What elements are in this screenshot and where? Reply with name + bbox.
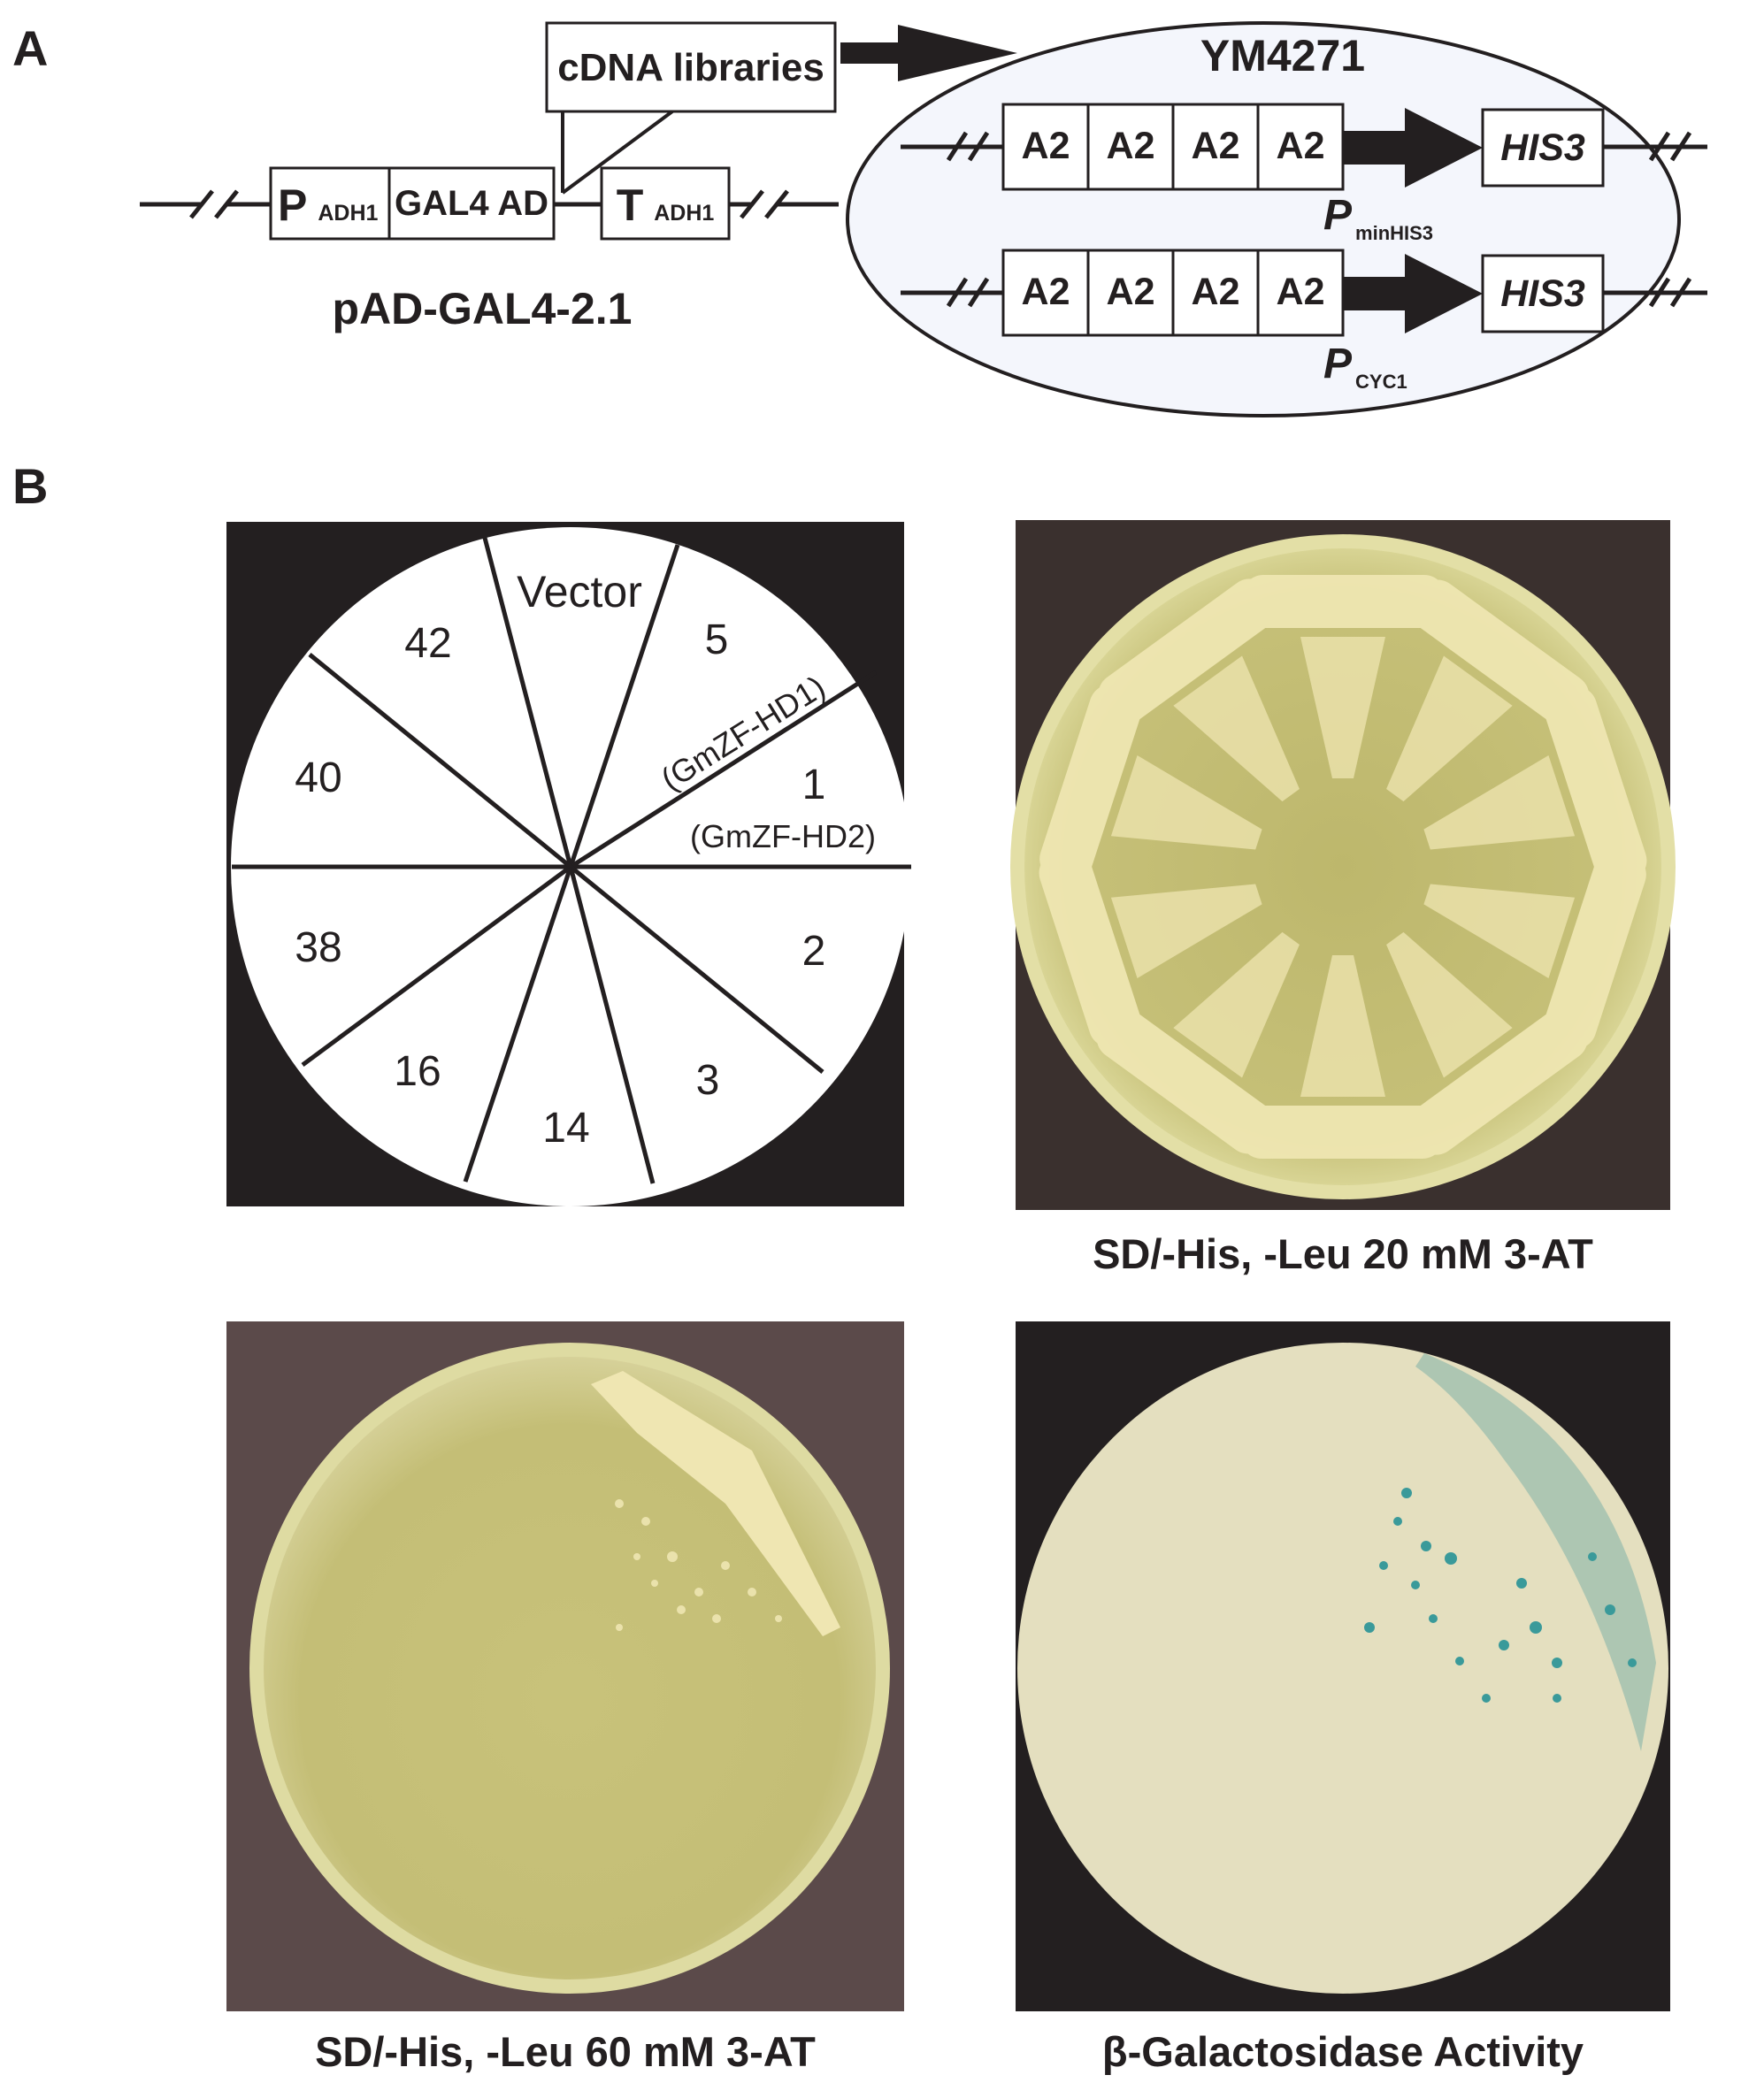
panel-label-a: A bbox=[12, 20, 49, 76]
sector-1: 1 bbox=[801, 762, 826, 808]
reporter-row-1 bbox=[901, 103, 1707, 191]
t-sub: ADH1 bbox=[654, 201, 715, 226]
transfer-arrow bbox=[840, 25, 1017, 81]
promoter-2-sub: CYC1 bbox=[1355, 371, 1407, 393]
a2-element: A2 bbox=[1106, 125, 1155, 167]
reporter-row-2 bbox=[901, 249, 1707, 337]
promoter-arrow-1 bbox=[1343, 108, 1483, 188]
a2-element: A2 bbox=[1276, 271, 1325, 313]
plasmid-boxes bbox=[269, 21, 837, 241]
plasmid-name: pAD-GAL4-2.1 bbox=[332, 284, 633, 333]
gal4-ad-box bbox=[387, 166, 556, 241]
a2-element: A2 bbox=[1106, 271, 1155, 313]
yeast-cell bbox=[846, 21, 1681, 417]
his3-reporter: HIS3 bbox=[1500, 272, 1585, 315]
p-main: P bbox=[278, 180, 308, 230]
sector-40: 40 bbox=[295, 754, 342, 801]
sector-16: 16 bbox=[394, 1048, 441, 1095]
sector-5: 5 bbox=[704, 616, 729, 663]
t-main: T bbox=[616, 180, 644, 230]
sector-gmzf-hd2: (GmZF-HD2) bbox=[690, 818, 876, 854]
insertion-wedge bbox=[561, 110, 674, 195]
p-adh1-label: P ADH1 bbox=[271, 180, 389, 231]
a2-element: A2 bbox=[1191, 125, 1240, 167]
promoter-arrow-2 bbox=[1343, 254, 1483, 333]
sector-vector: Vector bbox=[517, 567, 642, 616]
construct-diagram bbox=[140, 21, 1707, 417]
promoter-2-main: P bbox=[1323, 341, 1353, 387]
sector-3: 3 bbox=[695, 1057, 720, 1104]
a2-element: A2 bbox=[1191, 271, 1240, 313]
caption-20mm: SD/-His, -Leu 20 mM 3-AT bbox=[1093, 1230, 1593, 1277]
cdna-libraries-label: cDNA libraries bbox=[557, 46, 824, 89]
a2-element: A2 bbox=[1021, 271, 1070, 313]
promoter-1-sub: minHIS3 bbox=[1355, 222, 1434, 244]
sector-14: 14 bbox=[542, 1105, 590, 1152]
p-sub: ADH1 bbox=[318, 201, 379, 226]
his3-reporter: HIS3 bbox=[1500, 126, 1585, 169]
sector-dividers bbox=[232, 537, 911, 1184]
gal4-ad-label: GAL4 AD bbox=[394, 184, 549, 223]
sector-38: 38 bbox=[295, 924, 342, 971]
promoter-1-main: P bbox=[1323, 192, 1353, 239]
a2-element: A2 bbox=[1021, 125, 1070, 167]
yeast-strain-label: YM4271 bbox=[1200, 31, 1366, 80]
sector-2: 2 bbox=[801, 928, 826, 975]
a2-element: A2 bbox=[1276, 125, 1325, 167]
cdna-box bbox=[545, 21, 837, 113]
t-adh1-label: T ADH1 bbox=[602, 180, 729, 231]
caption-beta-gal: β-Galactosidase Activity bbox=[1101, 2028, 1584, 2075]
panel-label-b: B bbox=[12, 458, 49, 514]
sector-42: 42 bbox=[404, 620, 452, 667]
p-adh1-box bbox=[269, 166, 391, 241]
caption-60mm: SD/-His, -Leu 60 mM 3-AT bbox=[315, 2028, 816, 2075]
promoter-label-2: P CYC1 bbox=[1323, 340, 1465, 393]
t-adh1-box bbox=[600, 166, 731, 241]
